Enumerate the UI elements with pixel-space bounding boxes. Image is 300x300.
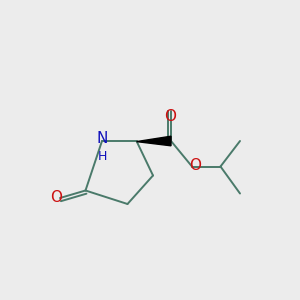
Text: O: O bbox=[189, 158, 201, 173]
Text: O: O bbox=[164, 109, 176, 124]
Text: O: O bbox=[50, 190, 62, 205]
Polygon shape bbox=[136, 136, 171, 146]
Text: N: N bbox=[96, 131, 108, 146]
Text: H: H bbox=[97, 150, 107, 163]
